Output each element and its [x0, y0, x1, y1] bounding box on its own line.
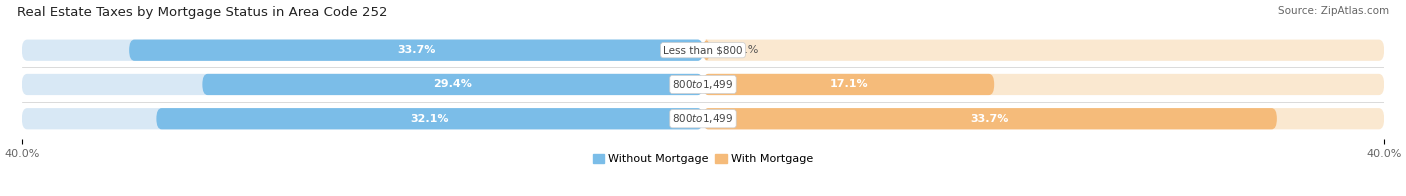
- Text: 0.41%: 0.41%: [724, 45, 759, 55]
- FancyBboxPatch shape: [703, 40, 710, 61]
- FancyBboxPatch shape: [703, 40, 1384, 61]
- Text: 17.1%: 17.1%: [830, 79, 868, 89]
- FancyBboxPatch shape: [156, 108, 703, 129]
- FancyBboxPatch shape: [22, 40, 703, 61]
- Legend: Without Mortgage, With Mortgage: Without Mortgage, With Mortgage: [588, 150, 818, 169]
- FancyBboxPatch shape: [703, 74, 1384, 95]
- Text: 33.7%: 33.7%: [396, 45, 436, 55]
- Text: $800 to $1,499: $800 to $1,499: [672, 112, 734, 125]
- Text: Real Estate Taxes by Mortgage Status in Area Code 252: Real Estate Taxes by Mortgage Status in …: [17, 6, 388, 19]
- Text: Less than $800: Less than $800: [664, 45, 742, 55]
- FancyBboxPatch shape: [22, 74, 703, 95]
- Text: Source: ZipAtlas.com: Source: ZipAtlas.com: [1278, 6, 1389, 16]
- FancyBboxPatch shape: [22, 108, 703, 129]
- FancyBboxPatch shape: [703, 108, 1384, 129]
- FancyBboxPatch shape: [703, 74, 994, 95]
- Text: 33.7%: 33.7%: [970, 114, 1010, 124]
- FancyBboxPatch shape: [703, 108, 1277, 129]
- FancyBboxPatch shape: [129, 40, 703, 61]
- FancyBboxPatch shape: [202, 74, 703, 95]
- Text: 29.4%: 29.4%: [433, 79, 472, 89]
- Text: 32.1%: 32.1%: [411, 114, 449, 124]
- Text: $800 to $1,499: $800 to $1,499: [672, 78, 734, 91]
